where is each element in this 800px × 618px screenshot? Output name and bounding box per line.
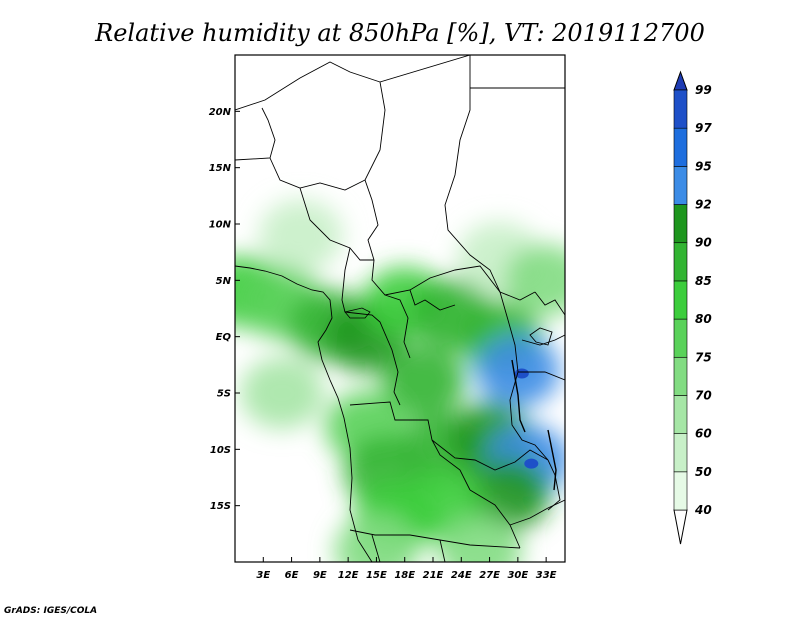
- y-axis: 20N 15N 10N 5N EQ 5S 10S 15S: [209, 107, 240, 512]
- field-point-17: [240, 357, 325, 429]
- colorbar-swatch-50: [673, 433, 688, 473]
- colorbar-swatch-92: [673, 166, 688, 205]
- colorbar-label-80: 80: [695, 312, 712, 326]
- x-tick-label-24E: 24E: [451, 570, 472, 581]
- colorbar-label-60: 60: [695, 427, 712, 441]
- x-tick-label-6E: 6E: [285, 570, 299, 581]
- y-tick-label-10N: 10N: [209, 220, 232, 231]
- colorbar-label-97: 97: [695, 121, 712, 135]
- colorbar-swatch-90: [673, 204, 688, 244]
- field-point-19: [504, 244, 565, 317]
- y-tick-label-5S: 5S: [217, 389, 231, 400]
- humidity-field: [235, 199, 565, 562]
- colorbar-swatch-75: [673, 318, 688, 358]
- colorbar-swatch-80: [673, 280, 688, 320]
- colorbar-swatch-70: [673, 356, 688, 396]
- y-tick-label-15S: 15S: [210, 501, 231, 512]
- colorbar-label-95: 95: [695, 159, 712, 173]
- colorbar-cap-bottom: [673, 509, 688, 545]
- y-tick-label-15N: 15N: [209, 163, 232, 174]
- country-borders: [235, 55, 565, 562]
- y-tick-label-10S: 10S: [210, 445, 231, 456]
- map-panel: [234, 54, 566, 563]
- colorbar-label-40: 40: [694, 503, 712, 517]
- y-tick-label-5N: 5N: [216, 276, 232, 287]
- colorbar-label-99: 99: [695, 83, 712, 97]
- colorbar-label-70: 70: [695, 388, 712, 402]
- colorbar-label-92: 92: [695, 198, 712, 212]
- chart-title: Relative humidity at 850hPa [%], VT: 201…: [94, 19, 705, 47]
- x-tick-label-21E: 21E: [423, 570, 444, 581]
- x-tick-label-27E: 27E: [479, 570, 500, 581]
- credit-label: GrADS: IGES/COLA: [4, 606, 97, 616]
- x-axis: 3E 6E 9E 12E 15E 18E 21E 24E 27E 30E 33E: [256, 557, 557, 581]
- colorbar-label-75: 75: [695, 350, 712, 364]
- x-tick-label-33E: 33E: [536, 570, 557, 581]
- field-point-8: [381, 345, 466, 418]
- map-frame: [234, 54, 566, 563]
- colorbar-swatch-60: [673, 395, 688, 434]
- field-point-21: [438, 514, 523, 562]
- y-tick-label-EQ: EQ: [216, 332, 232, 343]
- x-tick-label-9E: 9E: [313, 570, 327, 581]
- field-point-14: [466, 458, 551, 531]
- colorbar-label-85: 85: [695, 274, 712, 288]
- saturated-patch-0: [514, 368, 529, 379]
- y-tick-label-20N: 20N: [209, 107, 232, 118]
- field-point-22: [334, 514, 419, 562]
- colorbar-swatch-95: [673, 127, 688, 167]
- x-tick-label-3E: 3E: [256, 570, 270, 581]
- x-tick-label-12E: 12E: [338, 570, 359, 581]
- x-tick-label-18E: 18E: [394, 570, 415, 581]
- colorbar-swatch-85: [673, 242, 688, 282]
- colorbar-cap-top: [673, 70, 688, 91]
- field-point-20: [259, 199, 343, 272]
- colorbar: 40 50 60 70 75 80 85 90 92 95 97 99: [673, 70, 712, 545]
- colorbar-label-90: 90: [695, 236, 712, 250]
- saturated-patch-1: [524, 458, 539, 469]
- x-tick-label-30E: 30E: [507, 570, 528, 581]
- colorbar-label-50: 50: [695, 465, 712, 479]
- x-tick-label-15E: 15E: [366, 570, 387, 581]
- colorbar-swatch-40: [673, 471, 688, 511]
- colorbar-swatch-97: [673, 89, 688, 129]
- field-blobs: [235, 199, 565, 562]
